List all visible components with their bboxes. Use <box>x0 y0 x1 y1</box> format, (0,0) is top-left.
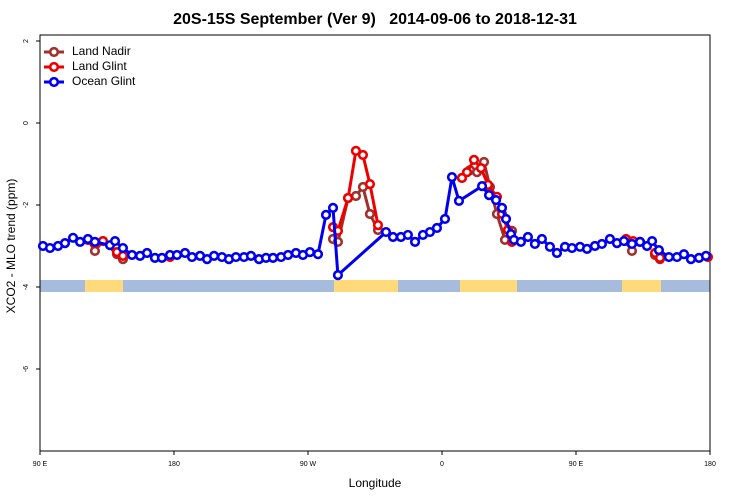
data-point <box>475 163 487 174</box>
data-point <box>117 242 129 254</box>
data-point <box>357 149 369 161</box>
data-point <box>141 247 153 259</box>
data-point <box>424 226 436 238</box>
data-point <box>544 241 556 252</box>
x-tick-label: 180 <box>704 461 716 468</box>
data-point <box>304 247 316 258</box>
data-point <box>700 250 712 261</box>
data-point <box>685 254 697 265</box>
data-point <box>59 238 71 249</box>
data-point <box>409 236 421 247</box>
data-point <box>372 219 384 231</box>
data-point <box>208 250 220 261</box>
data-point <box>654 252 666 263</box>
data-point <box>230 251 242 263</box>
data-point <box>282 249 294 261</box>
x-tick-label: 0 <box>440 461 444 468</box>
y-tick-label: -6 <box>23 366 30 372</box>
data-point <box>89 236 101 247</box>
data-point <box>320 209 332 220</box>
data-point <box>663 251 675 263</box>
data-point <box>117 250 129 261</box>
data-point <box>126 249 138 261</box>
data-point <box>468 154 480 165</box>
data-point <box>364 208 376 220</box>
data-point <box>596 238 608 250</box>
land-band <box>334 280 398 292</box>
data-point <box>364 178 376 190</box>
data-point <box>312 249 324 260</box>
y-tick-label: 2 <box>23 39 30 43</box>
data-point <box>490 194 502 206</box>
chart-title: 20S-15S September (Ver 9) 2014-09-06 to … <box>173 11 577 28</box>
data-point <box>332 270 344 281</box>
data-point <box>653 245 665 256</box>
data-point <box>476 181 488 192</box>
land-band <box>460 280 517 292</box>
land-band <box>622 280 661 292</box>
data-point <box>350 145 362 156</box>
x-tick-label: 180 <box>168 461 180 468</box>
data-point <box>179 247 191 259</box>
data-point <box>67 232 79 243</box>
series <box>37 172 712 281</box>
x-axis-label: Longitude <box>349 476 402 490</box>
data-point <box>483 190 495 201</box>
data-point <box>402 229 414 241</box>
land-ocean-band <box>40 280 710 292</box>
legend-marker <box>48 61 60 73</box>
data-point <box>522 231 534 243</box>
data-point <box>626 238 638 250</box>
x-tick-label: 90 W <box>300 461 317 468</box>
y-axis-label: XCO2 - MLO trend (ppm) <box>4 179 18 314</box>
data-point <box>380 226 392 238</box>
x-tick-label: 90 E <box>569 461 584 468</box>
data-point <box>89 245 101 257</box>
data-point <box>171 249 183 261</box>
y-tick-label: -2 <box>23 202 30 208</box>
data-point <box>342 192 354 204</box>
data-point <box>156 252 168 263</box>
data-point <box>245 250 257 261</box>
data-point <box>604 233 616 245</box>
data-point <box>44 242 56 254</box>
data-point <box>646 235 658 247</box>
data-point <box>461 167 473 178</box>
data-point <box>446 172 458 183</box>
data-point <box>678 249 690 260</box>
data-point <box>186 251 198 263</box>
data-point <box>74 236 86 247</box>
legend-marker <box>48 46 60 58</box>
data-point <box>618 235 630 247</box>
data-point <box>551 247 563 259</box>
data-point <box>439 213 451 225</box>
legend-label: Ocean Glint <box>72 74 136 88</box>
data-point <box>387 231 399 243</box>
data-point <box>350 190 362 202</box>
y-tick-label: 0 <box>23 121 30 125</box>
data-point <box>581 243 593 254</box>
data-point <box>453 195 465 206</box>
data-point <box>109 235 121 247</box>
legend-marker <box>48 76 60 88</box>
x-tick-label: 90 E <box>33 461 48 468</box>
data-point <box>496 202 508 213</box>
data-point <box>634 236 646 247</box>
data-point <box>529 238 541 250</box>
data-point <box>500 213 512 225</box>
legend-label: Land Glint <box>72 59 127 73</box>
legend-label: Land Nadir <box>72 44 131 58</box>
land-band <box>85 280 123 292</box>
y-tick-label: -4 <box>23 284 30 290</box>
data-point <box>327 202 339 213</box>
data-point <box>431 222 443 234</box>
data-point <box>536 233 548 245</box>
data-point <box>515 236 527 247</box>
data-point <box>267 252 279 263</box>
data-point <box>566 242 578 254</box>
